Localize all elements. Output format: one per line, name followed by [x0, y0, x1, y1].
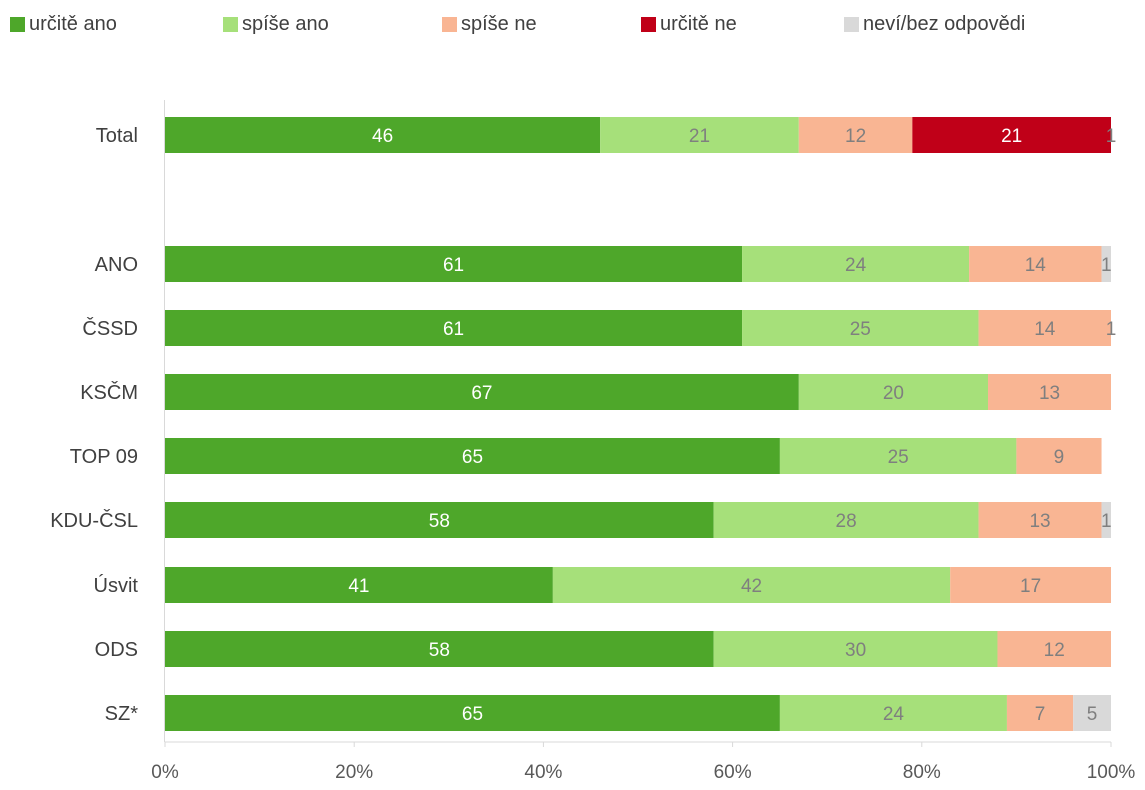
x-tick-label: 0% — [151, 762, 179, 783]
data-label: 58 — [429, 640, 450, 661]
bar-segment — [1016, 438, 1102, 474]
bar-segment — [798, 374, 989, 410]
legend-item: neví/bez odpovědi — [844, 11, 1025, 37]
bar-segment — [552, 567, 951, 603]
category-label: ČSSD — [82, 317, 138, 340]
data-label: 13 — [1029, 511, 1050, 532]
legend-label: neví/bez odpovědi — [863, 12, 1026, 35]
data-label: 21 — [1001, 126, 1022, 147]
data-label: 17 — [1020, 576, 1041, 597]
x-tick-label: 80% — [903, 762, 941, 783]
bar-segment — [798, 117, 913, 153]
data-label: 20 — [883, 383, 904, 404]
data-label: 58 — [429, 511, 450, 532]
data-label: 1 — [1106, 126, 1117, 147]
category-label: ODS — [95, 639, 138, 661]
data-label: 65 — [462, 447, 483, 468]
category-label: KSČM — [80, 381, 138, 404]
x-tick-label: 40% — [524, 762, 562, 783]
data-label: 9 — [1054, 447, 1065, 468]
data-label: 21 — [689, 126, 710, 147]
legend-label: spíše ne — [461, 12, 537, 35]
bar-segment — [713, 631, 998, 667]
bar-segment — [950, 567, 1111, 603]
bar-segment — [165, 117, 601, 153]
bar-segment — [779, 695, 1007, 731]
bar-segment — [1006, 695, 1074, 731]
bar-segment — [742, 246, 970, 282]
x-tick-label: 100% — [1087, 762, 1136, 783]
bar-segment — [1073, 695, 1111, 731]
data-label: 12 — [1044, 640, 1065, 661]
legend-item: spíše ne — [442, 11, 537, 37]
data-label: 41 — [348, 576, 369, 597]
bar-segment — [997, 631, 1111, 667]
data-label: 46 — [372, 126, 393, 147]
bar-segment — [165, 310, 743, 346]
bar-segment — [1101, 246, 1111, 282]
data-label: 65 — [462, 704, 483, 725]
data-label: 24 — [883, 704, 905, 725]
legend-label: určitě ano — [29, 12, 117, 35]
category-label: ANO — [95, 254, 138, 276]
bar-segment — [600, 117, 799, 153]
category-label: KDU-ČSL — [50, 509, 138, 532]
legend-swatch — [844, 16, 859, 32]
bar-segment — [1101, 502, 1111, 538]
data-label: 5 — [1087, 704, 1098, 725]
data-label: 61 — [443, 319, 464, 340]
bar-segment — [969, 246, 1102, 282]
bar-segment — [912, 117, 1111, 153]
data-label: 28 — [836, 511, 857, 532]
legend-item: určitě ne — [641, 11, 737, 37]
legend-label: spíše ano — [242, 12, 329, 35]
legend-label: určitě ne — [660, 12, 737, 35]
data-label: 13 — [1039, 383, 1060, 404]
legend: určitě ano spíše ano spíše ne určitě ne neví… — [0, 0, 1145, 40]
data-label: 12 — [845, 126, 866, 147]
legend-swatch — [641, 16, 656, 32]
bar-segment — [742, 310, 979, 346]
x-tick-label: 60% — [714, 762, 752, 783]
bar-segment — [779, 438, 1017, 474]
data-label: 42 — [741, 576, 762, 597]
category-label: TOP 09 — [70, 446, 138, 468]
bar-segment — [978, 502, 1102, 538]
bar-segment — [165, 631, 714, 667]
legend-swatch — [10, 16, 25, 32]
bar-segment — [165, 374, 799, 410]
legend-swatch — [223, 16, 238, 32]
data-label: 14 — [1025, 255, 1047, 276]
data-label: 61 — [443, 255, 464, 276]
category-label: Úsvit — [94, 574, 139, 597]
bar-segment — [713, 502, 979, 538]
legend-swatch — [442, 16, 457, 32]
legend-item: spíše ano — [223, 11, 329, 37]
data-label: 1 — [1101, 255, 1112, 276]
bar-segment — [978, 310, 1111, 346]
data-label: 30 — [845, 640, 866, 661]
data-label: 1 — [1101, 511, 1112, 532]
data-label: 1 — [1106, 319, 1117, 340]
category-label: SZ* — [105, 703, 139, 725]
data-label: 67 — [471, 383, 492, 404]
bar-segment — [165, 695, 780, 731]
data-label: 7 — [1035, 704, 1046, 725]
data-label: 24 — [845, 255, 867, 276]
x-tick-label: 20% — [335, 762, 373, 783]
bar-segment — [988, 374, 1111, 410]
category-label: Total — [96, 125, 138, 147]
bar-segment — [165, 567, 553, 603]
data-label: 25 — [888, 447, 909, 468]
data-label: 14 — [1034, 319, 1056, 340]
bar-segment — [165, 438, 780, 474]
data-label: 25 — [850, 319, 871, 340]
bar-segment — [165, 246, 743, 282]
legend-item: určitě ano — [10, 11, 117, 37]
bar-segment — [165, 502, 714, 538]
